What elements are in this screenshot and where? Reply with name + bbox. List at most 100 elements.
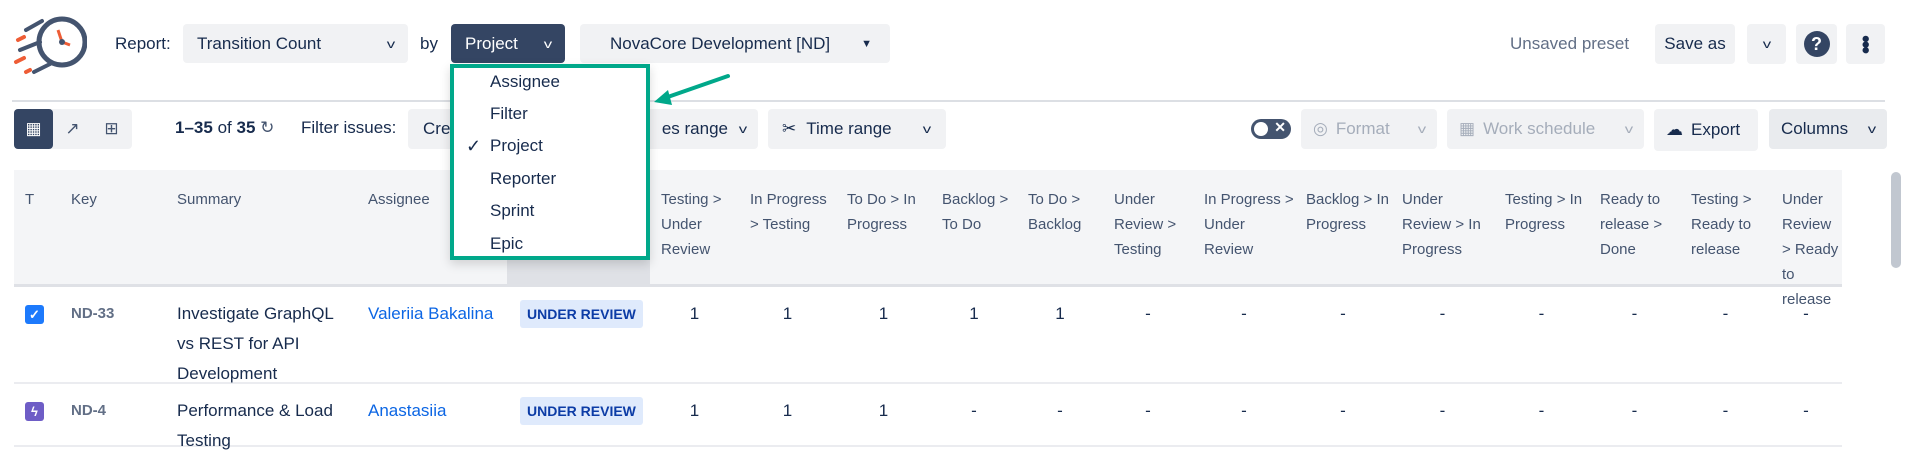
by-label: by: [420, 34, 438, 53]
transition-count-cell: 1: [878, 304, 889, 323]
transition-count-cell: -: [1631, 401, 1638, 420]
table-view-button[interactable]: ▦: [14, 109, 53, 149]
report-label: Report:: [115, 34, 171, 53]
transition-count-cell: -: [1439, 304, 1446, 323]
status-cell: UNDER REVIEW: [507, 384, 650, 456]
column-header[interactable]: Backlog > In Progress: [1306, 191, 1389, 233]
transition-count-cell: -: [1241, 304, 1247, 323]
column-header[interactable]: Testing > In Progress: [1505, 191, 1583, 233]
dropdown-item-epic[interactable]: Epic: [490, 234, 524, 253]
project-select[interactable]: NovaCore Development [ND] ▼: [580, 24, 890, 63]
transition-count-cell: -: [1538, 304, 1545, 323]
table-row[interactable]: ✓ ND-33 Investigate GraphQL vs REST for …: [14, 287, 1842, 384]
transition-count-cell: 1: [782, 304, 793, 323]
transition-count-cell: -: [1145, 304, 1151, 323]
count-total: 35: [236, 118, 256, 137]
count-of: of: [217, 118, 232, 137]
column-header[interactable]: Summary: [177, 191, 242, 208]
chevron-down-icon: v: [543, 36, 553, 51]
transition-count-cell: 1: [689, 304, 700, 323]
dropdown-item-sprint[interactable]: Sprint: [490, 201, 535, 220]
pivot-view-button[interactable]: ⊞: [92, 109, 131, 149]
transition-count-cell: -: [971, 401, 977, 420]
chevron-down-icon: v: [922, 122, 932, 136]
transition-count-cell: -: [1803, 401, 1809, 420]
epic-bolt-icon: ϟ: [25, 402, 44, 422]
column-header[interactable]: Assignee: [368, 191, 430, 208]
assignee-link[interactable]: Anastasiia: [368, 401, 447, 420]
scissors-icon: ✂: [782, 119, 797, 138]
transition-count-cell: -: [1803, 304, 1809, 323]
column-header[interactable]: To Do > Backlog: [1028, 191, 1082, 233]
transition-count-cell: -: [1722, 401, 1729, 420]
format-button[interactable]: ◎ Format v: [1301, 109, 1437, 149]
save-options-button[interactable]: v: [1747, 24, 1786, 64]
app-logo-stopwatch-icon: [14, 16, 87, 74]
issue-key[interactable]: ND-4: [71, 402, 107, 419]
refresh-icon[interactable]: ↻: [260, 118, 275, 137]
dropdown-item-assignee[interactable]: Assignee: [490, 72, 560, 91]
table-row[interactable]: ϟ ND-4 Performance & Load Testing Anasta…: [14, 384, 1842, 450]
columns-label: Columns: [1781, 119, 1849, 138]
pivot-table-icon: ⊞: [104, 119, 119, 138]
transition-count-cell: -: [1340, 304, 1346, 323]
cloud-download-icon: ☁: [1666, 120, 1683, 139]
transition-count-cell: -: [1145, 401, 1151, 420]
report-type-select[interactable]: Transition Count v: [183, 24, 408, 63]
column-header[interactable]: Under Review > Ready to release: [1782, 191, 1839, 308]
more-options-button[interactable]: •••: [1846, 24, 1885, 64]
checkmark-icon: ✓: [466, 136, 482, 156]
column-header[interactable]: Testing > Under Review: [661, 191, 722, 258]
type-cell: ϟ: [14, 384, 60, 456]
save-as-button[interactable]: Save as: [1655, 24, 1735, 64]
filter-issues-label: Filter issues:: [301, 118, 397, 137]
transition-count-cell: -: [1241, 401, 1247, 420]
dropdown-item-reporter[interactable]: Reporter: [490, 169, 557, 188]
group-by-select[interactable]: Project v: [451, 24, 565, 63]
format-label: Format: [1335, 119, 1390, 138]
kebab-icon: •••: [1853, 35, 1879, 53]
column-header[interactable]: In Progress > Testing: [750, 191, 827, 233]
work-schedule-button[interactable]: ▦ Work schedule v: [1447, 109, 1644, 149]
status-badge: UNDER REVIEW: [520, 397, 643, 425]
help-icon: ?: [1803, 31, 1830, 57]
export-button[interactable]: ☁ Export: [1654, 109, 1758, 151]
statuses-range-label: es range: [661, 119, 728, 138]
transition-count-cell: 1: [689, 401, 700, 420]
project-value: NovaCore Development [ND]: [610, 33, 831, 53]
column-header[interactable]: Under Review > Testing: [1114, 191, 1177, 258]
transition-count-cell: 1: [782, 401, 793, 420]
chevron-down-icon: v: [1762, 37, 1771, 51]
column-header[interactable]: Testing > Ready to release: [1691, 191, 1752, 258]
status-cell: UNDER REVIEW: [507, 287, 650, 389]
chevron-down-icon: v: [738, 122, 748, 136]
columns-button[interactable]: Columns v: [1769, 109, 1887, 149]
column-header[interactable]: To Do > In Progress: [847, 191, 916, 233]
time-range-button[interactable]: ✂ Time range v: [768, 109, 946, 149]
chevron-down-icon: v: [1624, 122, 1634, 136]
calendar-icon: ▦: [1459, 119, 1476, 138]
assignee-link[interactable]: Valeriia Bakalina: [368, 304, 494, 323]
help-button[interactable]: ?: [1796, 24, 1837, 64]
chevron-down-icon: v: [386, 36, 396, 51]
annotation-arrow-icon: [654, 74, 730, 105]
column-header[interactable]: Key: [71, 191, 97, 208]
group-by-value: Project: [465, 33, 518, 53]
vertical-scrollbar[interactable]: [1891, 172, 1901, 268]
dropdown-item-filter[interactable]: Filter: [490, 104, 528, 123]
count-range: 1–35: [175, 118, 213, 137]
chart-view-button[interactable]: ↗: [53, 109, 92, 149]
issue-key[interactable]: ND-33: [71, 305, 115, 322]
column-header[interactable]: In Progress > Under Review: [1204, 191, 1294, 258]
column-header[interactable]: Backlog > To Do: [942, 191, 1009, 233]
transition-count-cell: 1: [878, 401, 889, 420]
chevron-down-icon: v: [1867, 122, 1877, 136]
column-header[interactable]: Under Review > In Progress: [1402, 191, 1481, 258]
issue-summary: Performance & Load Testing: [177, 401, 333, 450]
column-header[interactable]: T: [25, 191, 35, 208]
column-header[interactable]: Ready to release > Done: [1600, 191, 1663, 258]
task-checkbox-icon: ✓: [25, 305, 44, 325]
transition-count-cell: -: [1631, 304, 1638, 323]
toggle-switch[interactable]: ✕: [1251, 119, 1291, 139]
dropdown-item-project[interactable]: Project: [490, 136, 543, 155]
